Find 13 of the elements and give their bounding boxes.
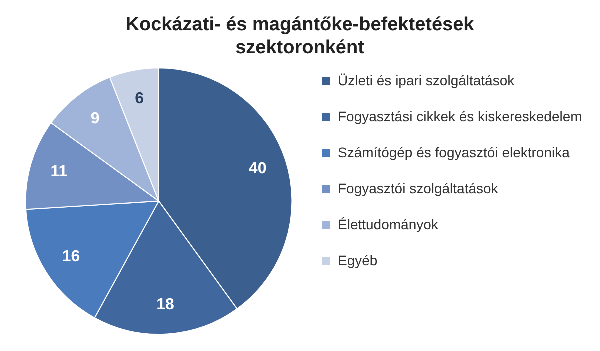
data-label: 16	[62, 248, 80, 266]
data-label: 6	[135, 90, 144, 108]
legend-label: Számítógép és fogyasztói elektronika	[338, 144, 570, 160]
legend-label: Élettudományok	[338, 216, 440, 232]
legend-label: Fogyasztói szolgáltatások	[338, 180, 500, 196]
data-label: 9	[90, 110, 100, 128]
legend-label: Egyéb	[338, 252, 378, 268]
legend-label: Üzleti és ipari szolgáltatások	[338, 72, 516, 88]
legend-label: Fogyasztási cikkek és kiskereskedelem	[338, 108, 582, 124]
data-label: 40	[248, 160, 267, 178]
chart-title: Kockázati- és magántőke-befektetések szektoronként	[126, 14, 475, 58]
data-label: 11	[50, 164, 68, 181]
data-label: 18	[156, 296, 175, 314]
